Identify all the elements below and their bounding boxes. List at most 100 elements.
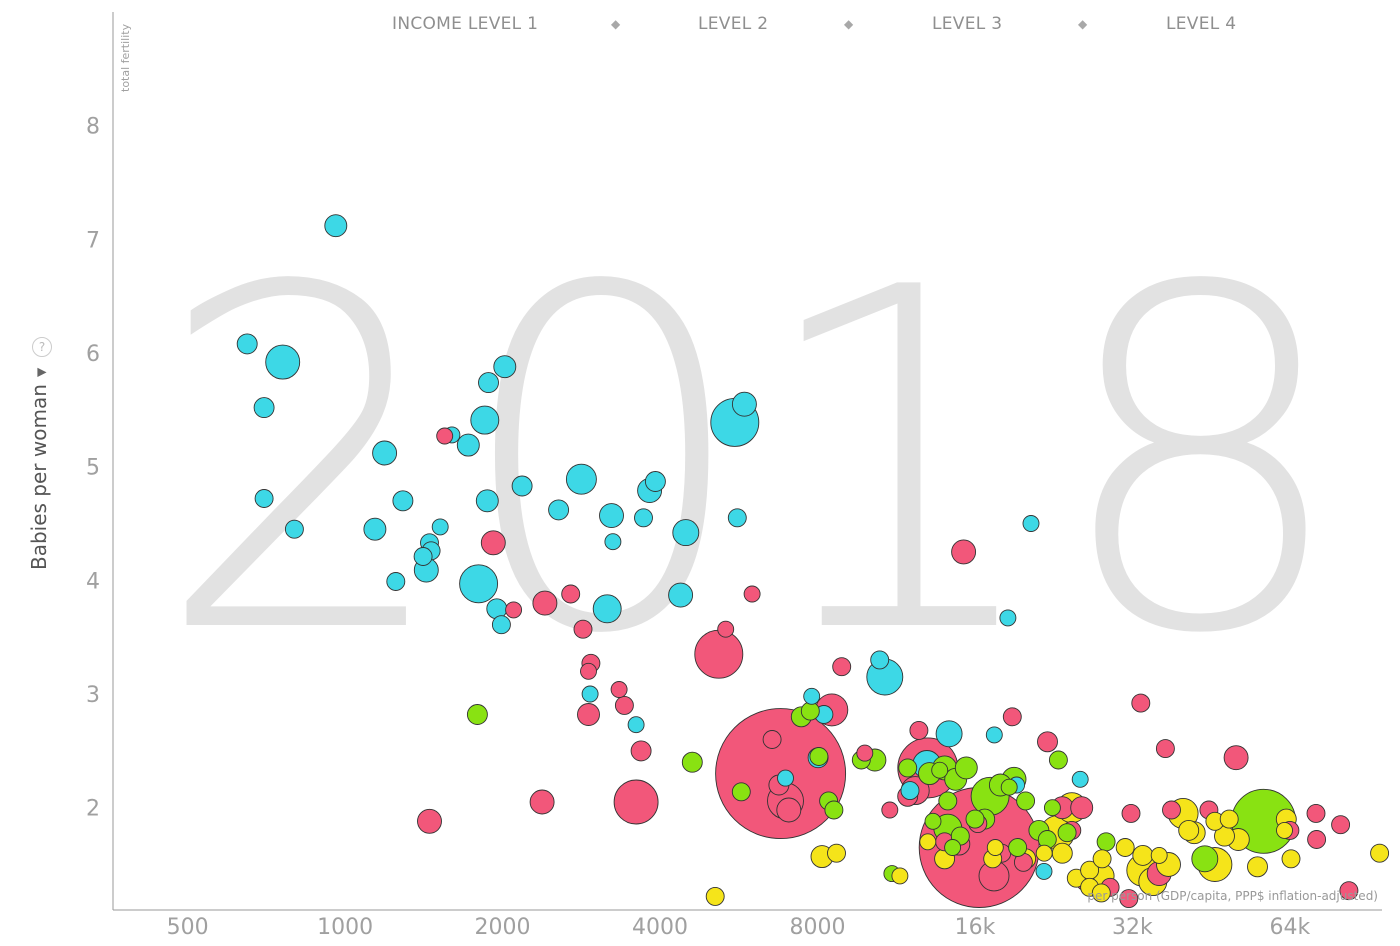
- data-bubble-level-1[interactable]: [565, 463, 597, 495]
- data-bubble-level-2[interactable]: [909, 720, 929, 740]
- data-bubble-level-4[interactable]: [919, 833, 937, 851]
- data-bubble-level-4[interactable]: [1051, 842, 1073, 864]
- data-bubble-level-3[interactable]: [1008, 838, 1028, 857]
- data-bubble-level-2[interactable]: [480, 530, 506, 556]
- data-bubble-level-2[interactable]: [832, 657, 852, 677]
- data-bubble-level-4[interactable]: [1247, 856, 1268, 878]
- data-bubble-level-4[interactable]: [1035, 844, 1053, 862]
- data-bubble-level-1[interactable]: [985, 726, 1003, 744]
- data-bubble-level-2[interactable]: [417, 808, 442, 834]
- data-bubble-level-1[interactable]: [935, 720, 963, 748]
- data-bubble-level-3[interactable]: [466, 704, 488, 725]
- data-bubble-level-2[interactable]: [1119, 889, 1139, 909]
- data-bubble-level-1[interactable]: [324, 214, 348, 238]
- data-bubble-level-2[interactable]: [1306, 803, 1326, 823]
- data-bubble-level-2[interactable]: [1002, 707, 1022, 727]
- data-bubble-level-3[interactable]: [1057, 823, 1077, 843]
- data-bubble-level-2[interactable]: [505, 601, 523, 619]
- data-bubble-level-2[interactable]: [577, 703, 600, 726]
- data-bubble-level-1[interactable]: [253, 397, 275, 419]
- data-bubble-level-1[interactable]: [634, 508, 653, 528]
- data-bubble-level-2[interactable]: [630, 740, 652, 762]
- data-bubble-level-2[interactable]: [1307, 830, 1327, 849]
- data-bubble-level-3[interactable]: [931, 761, 949, 779]
- data-bubble-level-2[interactable]: [580, 662, 597, 680]
- data-bubble-level-1[interactable]: [900, 781, 920, 801]
- legend-level-2[interactable]: LEVEL 2: [698, 14, 769, 34]
- data-bubble-level-1[interactable]: [727, 508, 747, 528]
- data-bubble-level-1[interactable]: [604, 533, 622, 551]
- data-bubble-level-1[interactable]: [431, 518, 449, 536]
- data-bubble-level-2[interactable]: [532, 590, 558, 616]
- data-bubble-level-1[interactable]: [731, 391, 757, 417]
- data-bubble-level-1[interactable]: [668, 582, 694, 608]
- data-bubble-level-2[interactable]: [776, 797, 802, 823]
- data-bubble-level-2[interactable]: [717, 620, 735, 638]
- data-bubble-level-1[interactable]: [413, 547, 433, 566]
- help-icon[interactable]: ?: [32, 336, 52, 357]
- data-bubble-level-3[interactable]: [1191, 845, 1219, 873]
- data-bubble-level-1[interactable]: [265, 344, 301, 380]
- x-axis-subtitle[interactable]: per person (GDP/capita, PPP$ inflation-a…: [1087, 889, 1378, 903]
- data-bubble-level-4[interactable]: [986, 839, 1004, 856]
- data-bubble-level-2[interactable]: [573, 619, 593, 639]
- data-bubble-level-1[interactable]: [254, 489, 274, 508]
- data-bubble-level-1[interactable]: [493, 355, 517, 379]
- data-bubble-level-2[interactable]: [1121, 803, 1141, 823]
- data-bubble-level-4[interactable]: [1219, 809, 1239, 829]
- data-bubble-level-2[interactable]: [1037, 731, 1058, 753]
- data-bubble-level-1[interactable]: [599, 503, 624, 529]
- data-bubble-level-1[interactable]: [470, 405, 500, 435]
- data-bubble-level-4[interactable]: [1178, 819, 1200, 841]
- data-bubble-level-2[interactable]: [1070, 796, 1094, 820]
- data-bubble-level-3[interactable]: [1043, 799, 1061, 817]
- data-bubble-level-4[interactable]: [1370, 843, 1390, 863]
- data-bubble-level-1[interactable]: [672, 519, 700, 547]
- legend-level-4[interactable]: LEVEL 4: [1166, 14, 1237, 34]
- data-bubble-level-1[interactable]: [459, 564, 499, 604]
- data-bubble-level-3[interactable]: [1000, 778, 1018, 796]
- data-bubble-level-3[interactable]: [731, 782, 751, 802]
- data-bubble-level-4[interactable]: [1150, 846, 1168, 864]
- data-bubble-level-1[interactable]: [284, 519, 304, 539]
- data-bubble-level-4[interactable]: [705, 886, 725, 906]
- data-bubble-level-3[interactable]: [1096, 832, 1116, 852]
- data-bubble-level-2[interactable]: [762, 730, 782, 749]
- data-bubble-level-2[interactable]: [1331, 815, 1351, 835]
- data-bubble-level-4[interactable]: [827, 843, 846, 863]
- data-bubble-level-2[interactable]: [951, 539, 977, 565]
- data-bubble-level-2[interactable]: [856, 744, 874, 762]
- data-bubble-level-4[interactable]: [1115, 838, 1135, 857]
- data-bubble-level-1[interactable]: [456, 433, 480, 457]
- data-bubble-level-3[interactable]: [1016, 791, 1036, 811]
- data-bubble-level-1[interactable]: [644, 471, 666, 492]
- data-bubble-level-1[interactable]: [548, 499, 570, 521]
- data-bubble-level-4[interactable]: [1281, 849, 1301, 869]
- data-bubble-level-1[interactable]: [870, 650, 890, 670]
- data-bubble-level-1[interactable]: [803, 687, 821, 705]
- data-bubble-level-4[interactable]: [891, 867, 909, 885]
- data-bubble-level-1[interactable]: [363, 517, 387, 541]
- data-bubble-level-1[interactable]: [777, 769, 794, 787]
- data-bubble-level-3[interactable]: [944, 839, 962, 856]
- data-bubble-level-1[interactable]: [1035, 862, 1053, 880]
- data-bubble-level-4[interactable]: [1091, 883, 1111, 903]
- data-bubble-level-2[interactable]: [1131, 693, 1151, 713]
- data-bubble-level-3[interactable]: [924, 812, 942, 830]
- data-bubble-level-2[interactable]: [1162, 800, 1181, 820]
- data-bubble-level-3[interactable]: [938, 791, 958, 811]
- data-bubble-level-1[interactable]: [392, 490, 414, 512]
- data-bubble-level-1[interactable]: [1022, 515, 1040, 532]
- data-bubble-level-2[interactable]: [614, 695, 634, 715]
- data-bubble-level-2[interactable]: [610, 681, 628, 698]
- data-bubble-level-2[interactable]: [881, 801, 899, 819]
- data-bubble-level-1[interactable]: [1071, 770, 1089, 788]
- data-bubble-level-4[interactable]: [1132, 844, 1154, 866]
- data-bubble-level-2[interactable]: [1155, 739, 1175, 759]
- data-bubble-level-3[interactable]: [809, 747, 829, 766]
- data-bubble-level-1[interactable]: [372, 440, 398, 466]
- legend-level-1[interactable]: INCOME LEVEL 1: [392, 14, 539, 34]
- data-bubble-level-2[interactable]: [694, 629, 744, 679]
- data-bubble-level-1[interactable]: [491, 615, 511, 635]
- data-bubble-level-2[interactable]: [529, 789, 555, 815]
